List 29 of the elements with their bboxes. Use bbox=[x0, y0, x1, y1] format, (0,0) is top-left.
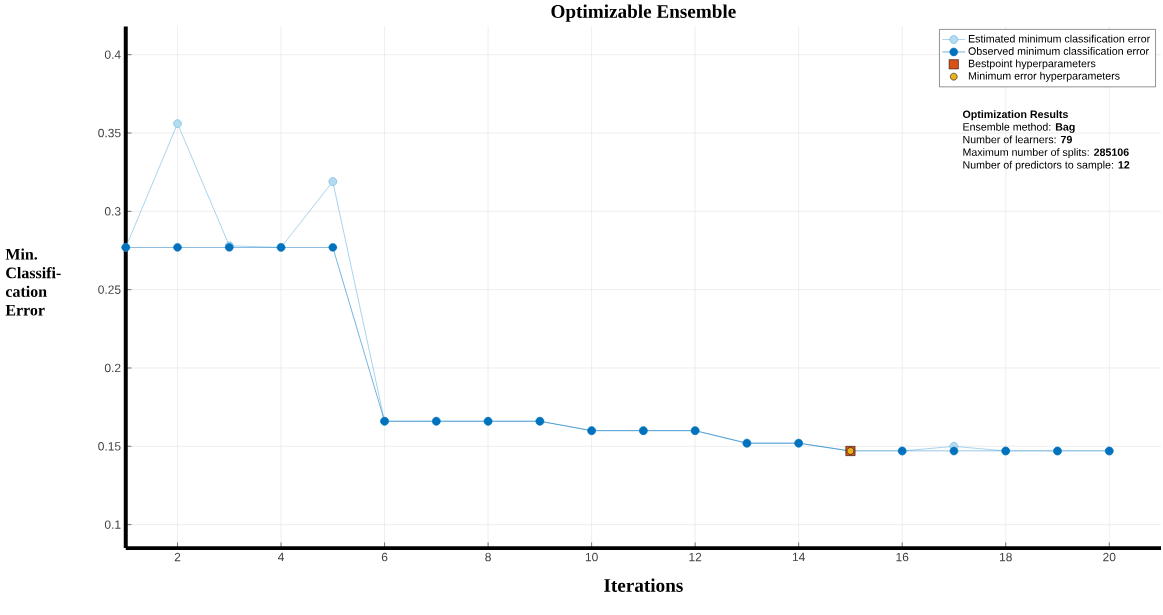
x-axis-title: Iterations bbox=[604, 578, 683, 593]
y-tick-label: 0.4 bbox=[104, 50, 121, 60]
y-tick-label: 0.1 bbox=[104, 520, 121, 530]
annotation: Number of predictors to sample: 12 bbox=[963, 160, 1130, 171]
chart-title: Optimizable Ensemble bbox=[551, 4, 736, 22]
annotation: Optimization Results bbox=[962, 110, 1068, 121]
legend-label: Observed minimum classification error bbox=[968, 47, 1149, 56]
x-tick-label: 6 bbox=[381, 552, 388, 562]
y-tick-label: 0.2 bbox=[104, 363, 121, 373]
x-tick-label: 2 bbox=[174, 552, 181, 562]
y-tick-label: 0.35 bbox=[98, 128, 121, 138]
x-tick-label: 12 bbox=[689, 552, 702, 562]
legend-label: Estimated minimum classification error bbox=[968, 34, 1151, 43]
x-tick-label: 16 bbox=[896, 552, 909, 562]
legend-label: Bestpoint hyperparameters bbox=[968, 59, 1096, 70]
y-tick-label: 0.3 bbox=[104, 207, 121, 216]
annotation: Maximum number of splits: 285106 bbox=[963, 148, 1129, 159]
x-tick-label: 10 bbox=[585, 552, 598, 562]
y-axis-title: Min. Classifi-cation Error bbox=[5, 248, 61, 316]
annotation: Ensemble method: Bag bbox=[963, 123, 1075, 134]
x-tick-label: 4 bbox=[277, 552, 285, 562]
x-tick-label: 20 bbox=[1103, 552, 1116, 562]
x-tick-label: 8 bbox=[485, 552, 491, 562]
x-tick-label: 18 bbox=[999, 552, 1012, 562]
x-tick-label: 14 bbox=[792, 552, 805, 562]
legend-label: Minimum error hyperparameters bbox=[968, 71, 1120, 82]
annotation: Number of learners: 79 bbox=[963, 135, 1072, 144]
y-tick-label: 0.25 bbox=[98, 285, 121, 295]
y-tick-label: 0.15 bbox=[98, 442, 121, 451]
